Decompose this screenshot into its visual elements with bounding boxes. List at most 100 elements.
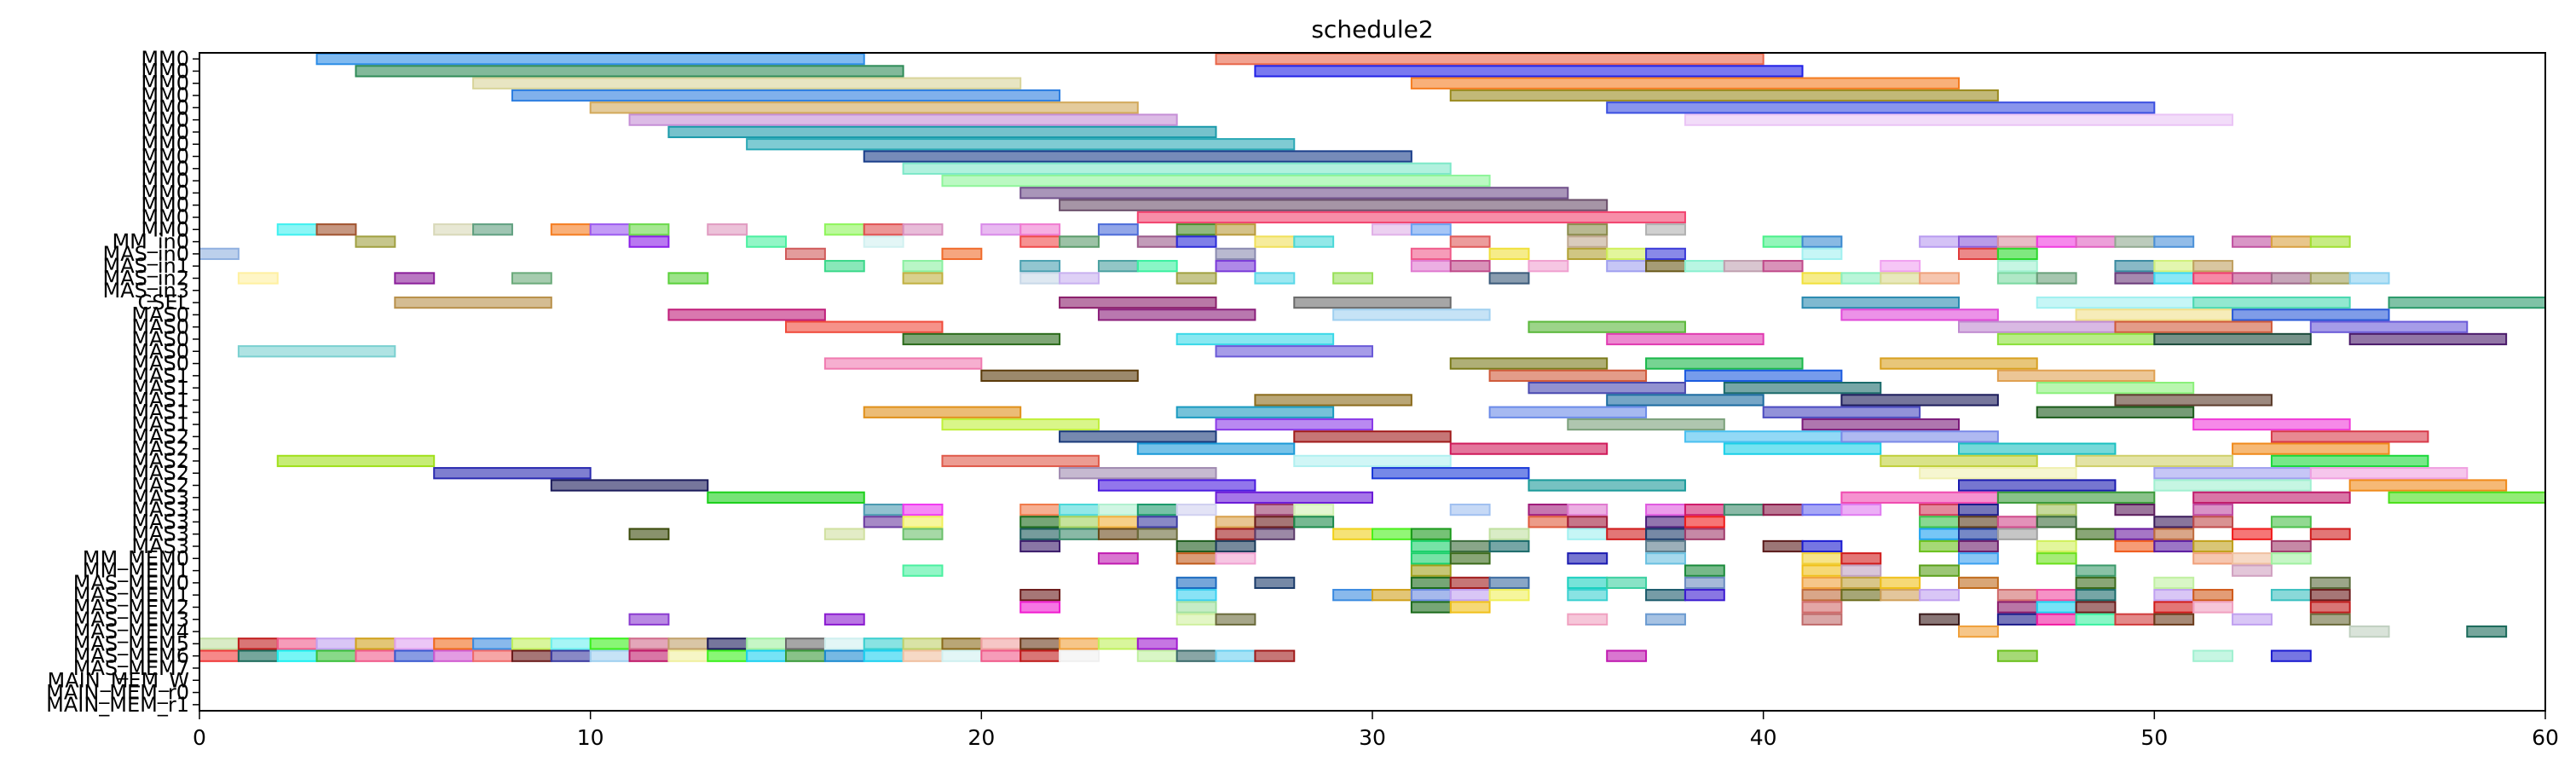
schedule-bar xyxy=(1449,539,1491,553)
y-tick-label: MAS3 xyxy=(131,498,189,522)
schedule-bar xyxy=(2075,528,2117,540)
schedule-bar xyxy=(746,637,788,650)
schedule-bar xyxy=(1528,503,1569,516)
schedule-bar xyxy=(1449,260,1491,273)
schedule-bar xyxy=(1645,539,1686,553)
y-tick-label: MAS0 xyxy=(131,327,189,351)
schedule-bar xyxy=(2270,516,2312,528)
schedule-bar xyxy=(1254,503,1296,516)
schedule-bar xyxy=(902,260,944,273)
schedule-bar xyxy=(1175,552,1217,565)
schedule-bar xyxy=(1645,247,1686,261)
schedule-bar xyxy=(1723,503,1765,516)
schedule-bar xyxy=(1958,576,1999,590)
schedule-bar xyxy=(2309,320,2469,333)
schedule-bar xyxy=(1449,89,1999,102)
schedule-bar xyxy=(1136,442,1296,455)
y-tick-label: MM0 xyxy=(141,59,189,83)
schedule-bar xyxy=(1801,247,1843,261)
schedule-bar xyxy=(1254,576,1296,590)
y-tick-label: MAS_MEM1 xyxy=(73,583,189,607)
schedule-bar xyxy=(1840,564,1882,577)
schedule-bar xyxy=(1528,382,1686,395)
schedule-bar xyxy=(1996,649,2038,662)
schedule-bar xyxy=(1606,576,1648,590)
schedule-bar xyxy=(355,637,396,650)
schedule-bar xyxy=(2232,309,2390,321)
schedule-bar xyxy=(1293,296,1452,309)
schedule-bar xyxy=(1019,260,1061,273)
y-tick-label: CSEL xyxy=(137,291,189,314)
schedule-bar xyxy=(902,272,944,285)
schedule-bar xyxy=(472,77,1022,89)
schedule-bar xyxy=(2466,625,2508,638)
schedule-bar xyxy=(1332,589,1374,602)
schedule-bar xyxy=(2075,576,2117,590)
schedule-bar xyxy=(1175,272,1217,285)
schedule-bar xyxy=(941,418,1100,431)
schedule-bar xyxy=(1449,601,1491,614)
schedule-bar xyxy=(1332,272,1374,285)
schedule-bar xyxy=(2153,332,2312,346)
schedule-bar xyxy=(1684,430,1843,443)
x-axis-ticks: 0 10 20 30 40 50 60 xyxy=(193,711,2559,750)
schedule-bar xyxy=(1958,503,1999,516)
schedule-bar xyxy=(1254,649,1296,662)
schedule-bar xyxy=(1567,613,1609,626)
schedule-bar xyxy=(1958,479,2117,492)
y-tick-label: MM_MEM0 xyxy=(83,546,189,570)
schedule-bar xyxy=(941,247,983,261)
y-tick-label: MAS3 xyxy=(131,510,189,533)
schedule-bar xyxy=(433,637,475,650)
schedule-bar xyxy=(1097,309,1256,321)
schedule-bar xyxy=(1254,394,1412,407)
schedule-bar xyxy=(707,649,748,662)
schedule-bar xyxy=(1019,272,1061,285)
schedule-bar xyxy=(1215,552,1256,565)
schedule-bar xyxy=(1215,613,1256,626)
y-tick-label: MAS1 xyxy=(131,388,189,412)
schedule-bar xyxy=(1958,320,2117,333)
schedule-bar xyxy=(902,637,944,650)
y-tick-label: MAS_MEM5 xyxy=(73,631,189,655)
y-tick-label: MAS3 xyxy=(131,534,189,558)
schedule-bar xyxy=(1996,247,2038,261)
schedule-bar xyxy=(980,223,1022,236)
schedule-bar xyxy=(1449,442,1609,455)
schedule-bar xyxy=(1332,309,1491,321)
schedule-bar xyxy=(1645,528,1686,540)
schedule-bar xyxy=(1801,552,1843,565)
schedule-bar xyxy=(1996,260,2038,273)
schedule-bar xyxy=(2036,272,2077,285)
schedule-bar xyxy=(1293,235,1335,248)
schedule-bar xyxy=(1840,272,1882,285)
y-tick-label: MAIN_MEM_r1 xyxy=(46,693,189,717)
schedule-bar xyxy=(2309,576,2351,590)
schedule-bar xyxy=(1762,235,1804,248)
schedule-bar xyxy=(1645,223,1686,236)
schedule-bar xyxy=(1410,589,1452,602)
schedule-bar xyxy=(550,223,592,236)
schedule-bar xyxy=(667,637,709,650)
schedule-bar xyxy=(2153,479,2312,492)
schedule-bar xyxy=(1645,589,1686,602)
schedule-bar xyxy=(1801,613,1843,626)
schedule-bar xyxy=(2309,601,2351,614)
schedule-bar xyxy=(2192,601,2234,614)
chart-title: schedule2 xyxy=(1311,15,1433,43)
y-tick-label: MM_MEM1 xyxy=(83,559,189,583)
schedule-bar xyxy=(1684,260,1725,273)
schedule-bar xyxy=(589,637,631,650)
schedule-bar xyxy=(628,223,670,236)
schedule-bar xyxy=(1919,589,1960,602)
schedule-bar xyxy=(1136,637,1178,650)
schedule-bar xyxy=(2388,491,2547,504)
schedule-bar xyxy=(1059,528,1100,540)
schedule-bar xyxy=(2192,296,2351,309)
y-tick-label: MM0 xyxy=(141,132,189,156)
schedule-bar xyxy=(1019,187,1569,199)
schedule-bar xyxy=(589,101,1139,114)
schedule-bar xyxy=(707,223,748,236)
schedule-bar xyxy=(1215,649,1256,662)
schedule-bar xyxy=(1175,235,1217,248)
